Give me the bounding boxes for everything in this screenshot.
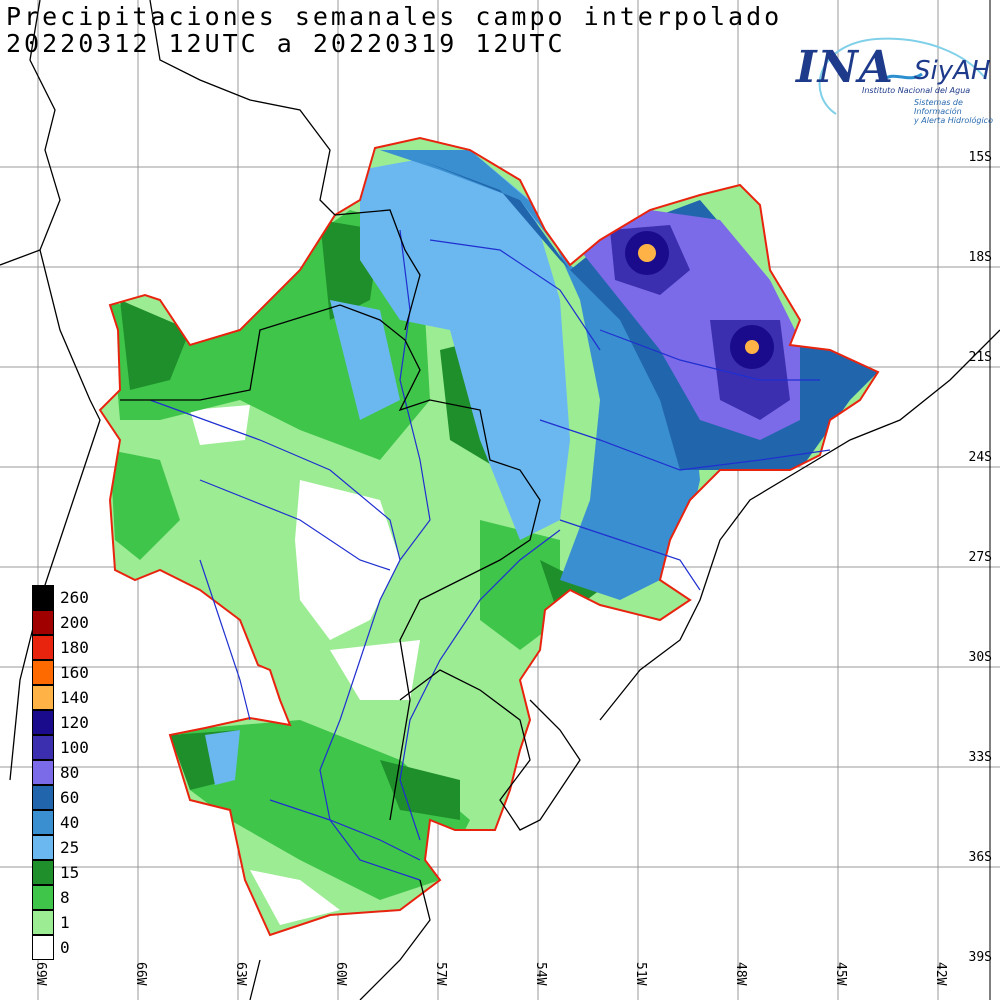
legend-item-60: 60 — [32, 785, 132, 810]
lat-label-36S: 36S — [968, 850, 992, 865]
legend-swatch — [32, 810, 54, 835]
logo-system-desc: Sistemas de Información y Alerta Hidroló… — [914, 98, 1000, 125]
lat-label-39S: 39S — [968, 950, 992, 965]
lat-label-30S: 30S — [968, 650, 992, 665]
logo-swoosh-icon — [818, 37, 987, 115]
legend-swatch — [32, 610, 54, 635]
legend-swatch — [32, 685, 54, 710]
legend-swatch — [32, 585, 54, 610]
lat-label-21S: 21S — [968, 350, 992, 365]
legend-item-200: 200 — [32, 610, 132, 635]
legend-value: 15 — [60, 863, 80, 882]
lat-label-15S: 15S — [968, 150, 992, 165]
lon-label-48W: 48W — [733, 962, 748, 986]
legend-value: 200 — [60, 613, 89, 632]
legend-swatch — [32, 760, 54, 785]
legend-value: 140 — [60, 688, 89, 707]
legend-item-1: 1 — [32, 910, 132, 935]
legend-value: 100 — [60, 738, 89, 757]
map-date-range: 20220312 12UTC a 20220319 12UTC — [6, 29, 566, 58]
legend-value: 120 — [60, 713, 89, 732]
legend-swatch — [32, 835, 54, 860]
lon-label-57W: 57W — [433, 962, 448, 986]
lon-label-60W: 60W — [333, 962, 348, 986]
lon-label-54W: 54W — [533, 962, 548, 986]
legend-item-0: 0 — [32, 935, 132, 960]
legend-swatch — [32, 885, 54, 910]
legend-swatch — [32, 735, 54, 760]
legend-item-160: 160 — [32, 660, 132, 685]
legend-item-80: 80 — [32, 760, 132, 785]
legend-item-8: 8 — [32, 885, 132, 910]
legend-value: 25 — [60, 838, 80, 857]
logo-system: SiyAH — [914, 56, 991, 86]
legend-value: 60 — [60, 788, 80, 807]
ina-siyah-logo: INA SiyAH Instituto Nacional del Agua Si… — [796, 34, 996, 130]
legend-value: 160 — [60, 663, 89, 682]
legend-swatch — [32, 785, 54, 810]
logo-system-line2: y Alerta Hidrológico — [914, 116, 993, 125]
lon-label-51W: 51W — [633, 962, 648, 986]
legend-swatch — [32, 860, 54, 885]
legend-item-100: 100 — [32, 735, 132, 760]
legend-value: 80 — [60, 763, 80, 782]
logo-system-line1: Sistemas de Información — [914, 98, 963, 116]
lat-label-24S: 24S — [968, 450, 992, 465]
legend-item-40: 40 — [32, 810, 132, 835]
lat-label-27S: 27S — [968, 550, 992, 565]
legend-item-25: 25 — [32, 835, 132, 860]
lat-label-18S: 18S — [968, 250, 992, 265]
lon-label-45W: 45W — [833, 962, 848, 986]
lat-label-33S: 33S — [968, 750, 992, 765]
legend-item-140: 140 — [32, 685, 132, 710]
legend-swatch — [32, 710, 54, 735]
lon-label-63W: 63W — [233, 962, 248, 986]
legend-value: 1 — [60, 913, 70, 932]
legend-item-120: 120 — [32, 710, 132, 735]
rivers — [149, 229, 831, 881]
map-title: Precipitaciones semanales campo interpol… — [6, 2, 783, 31]
legend-item-260: 260 — [32, 585, 132, 610]
basin-outline — [98, 136, 880, 937]
legend-value: 260 — [60, 588, 89, 607]
legend-value: 0 — [60, 938, 70, 957]
legend-swatch — [32, 635, 54, 660]
lon-label-66W: 66W — [133, 962, 148, 986]
legend-item-180: 180 — [32, 635, 132, 660]
precipitation-legend: 260 200 180 160 140 120 100 80 60 40 25 15 8 1 0 — [32, 585, 132, 960]
legend-value: 180 — [60, 638, 89, 657]
logo-institute: Instituto Nacional del Agua — [862, 86, 971, 95]
legend-swatch — [32, 660, 54, 685]
lon-label-69W: 69W — [33, 962, 48, 986]
lon-label-42W: 42W — [933, 962, 948, 986]
legend-swatch — [32, 910, 54, 935]
legend-item-15: 15 — [32, 860, 132, 885]
legend-value: 8 — [60, 888, 70, 907]
legend-swatch — [32, 935, 54, 960]
legend-value: 40 — [60, 813, 80, 832]
logo-acronym: INA — [796, 42, 894, 93]
